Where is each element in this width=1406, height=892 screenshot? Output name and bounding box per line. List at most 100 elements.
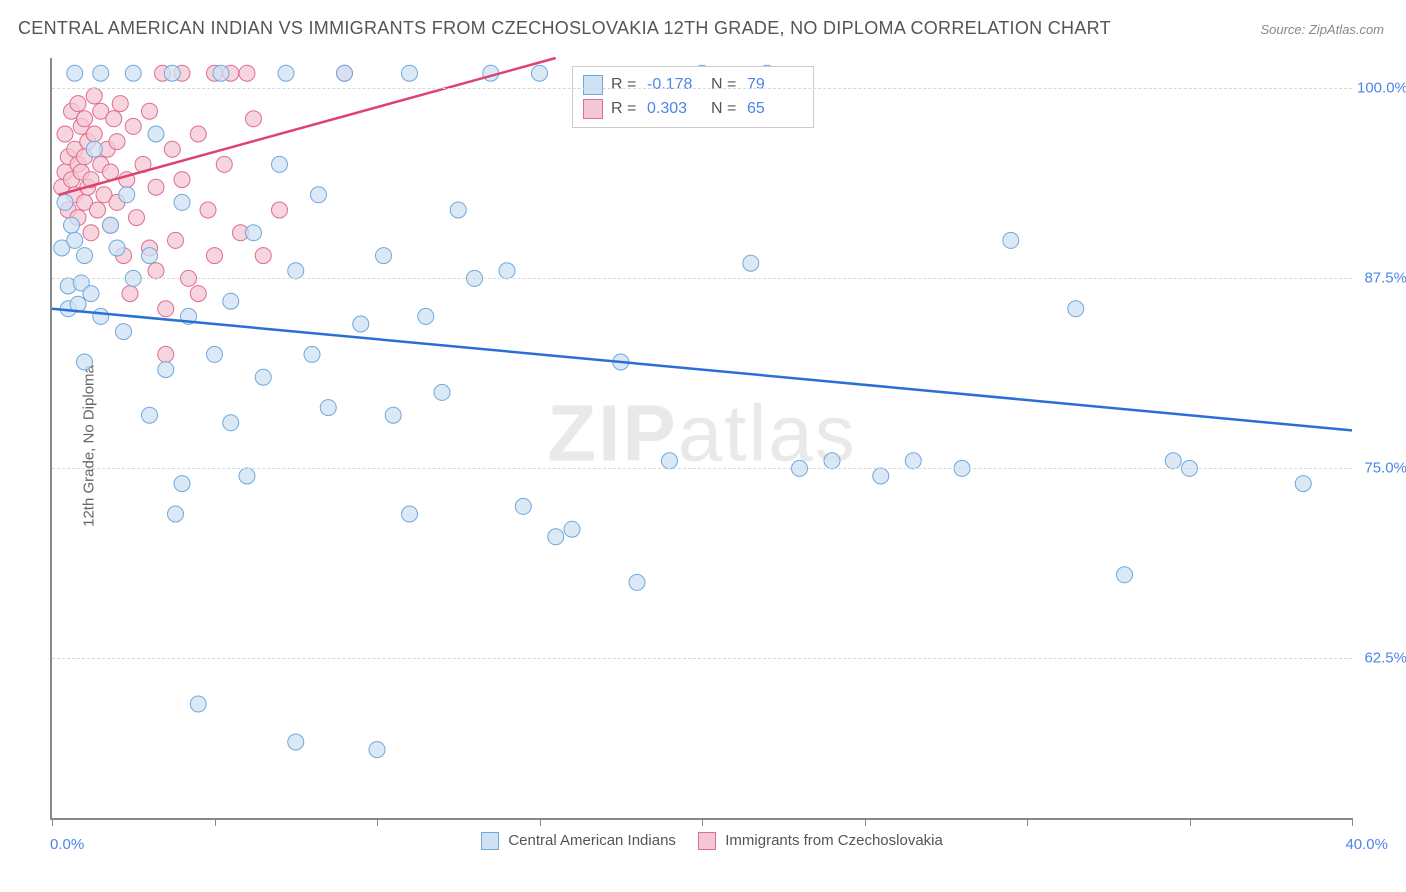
scatter-point (418, 308, 434, 324)
scatter-point (304, 346, 320, 362)
scatter-point (239, 65, 255, 81)
scatter-point (1295, 476, 1311, 492)
scatter-point (239, 468, 255, 484)
gridline (52, 88, 1352, 89)
legend-swatch-series2 (698, 832, 716, 850)
bottom-legend: Central American Indians Immigrants from… (0, 832, 1406, 850)
x-tick (540, 818, 541, 826)
scatter-point (213, 65, 229, 81)
stat-r-label: R = (611, 100, 639, 118)
scatter-point (515, 498, 531, 514)
scatter-point (77, 248, 93, 264)
scatter-point (86, 126, 102, 142)
scatter-point (125, 118, 141, 134)
scatter-point (174, 194, 190, 210)
scatter-point (311, 187, 327, 203)
scatter-point (90, 202, 106, 218)
scatter-point (288, 263, 304, 279)
scatter-point (148, 263, 164, 279)
scatter-point (223, 415, 239, 431)
x-tick (215, 818, 216, 826)
y-tick-label: 87.5% (1357, 270, 1406, 287)
scatter-point (548, 529, 564, 545)
stat-row-series2: R = 0.303 N = 65 (583, 97, 803, 121)
scatter-point (122, 286, 138, 302)
gridline (52, 278, 1352, 279)
scatter-point (255, 248, 271, 264)
scatter-point (272, 156, 288, 172)
scatter-point (402, 65, 418, 81)
scatter-point (83, 286, 99, 302)
scatter-point (272, 202, 288, 218)
gridline (52, 658, 1352, 659)
scatter-point (67, 232, 83, 248)
scatter-point (532, 65, 548, 81)
scatter-point (216, 156, 232, 172)
scatter-point (168, 232, 184, 248)
x-tick (52, 818, 53, 826)
scatter-point (200, 202, 216, 218)
scatter-point (129, 210, 145, 226)
x-tick (1352, 818, 1353, 826)
scatter-point (223, 293, 239, 309)
scatter-point (873, 468, 889, 484)
scatter-point (246, 225, 262, 241)
scatter-point (158, 346, 174, 362)
scatter-point (93, 308, 109, 324)
stat-n-value-series1: 79 (747, 76, 803, 94)
x-tick (1027, 818, 1028, 826)
stat-row-series1: R = -0.178 N = 79 (583, 73, 803, 97)
scatter-point (288, 734, 304, 750)
scatter-point (148, 126, 164, 142)
scatter-point (450, 202, 466, 218)
scatter-point (662, 453, 678, 469)
scatter-point (824, 453, 840, 469)
x-tick (702, 818, 703, 826)
scatter-point (103, 217, 119, 233)
scatter-point (148, 179, 164, 195)
scatter-point (207, 248, 223, 264)
stat-n-label: N = (711, 100, 739, 118)
scatter-point (164, 141, 180, 157)
y-tick-label: 75.0% (1357, 460, 1406, 477)
legend-label-series1: Central American Indians (508, 832, 676, 849)
stat-swatch-series2 (583, 99, 603, 119)
scatter-point (353, 316, 369, 332)
scatter-point (1003, 232, 1019, 248)
scatter-point (86, 88, 102, 104)
scatter-point (106, 111, 122, 127)
chart-svg (52, 58, 1352, 818)
stat-swatch-series1 (583, 75, 603, 95)
scatter-point (86, 141, 102, 157)
scatter-point (109, 134, 125, 150)
scatter-point (402, 506, 418, 522)
stat-r-value-series1: -0.178 (647, 76, 703, 94)
scatter-point (93, 65, 109, 81)
scatter-point (158, 301, 174, 317)
stat-legend-box: R = -0.178 N = 79 R = 0.303 N = 65 (572, 66, 814, 128)
scatter-point (434, 384, 450, 400)
scatter-point (190, 286, 206, 302)
scatter-point (77, 111, 93, 127)
x-tick (1190, 818, 1191, 826)
scatter-point (64, 217, 80, 233)
scatter-point (57, 194, 73, 210)
scatter-point (77, 354, 93, 370)
stat-n-label: N = (711, 76, 739, 94)
scatter-point (376, 248, 392, 264)
scatter-point (70, 96, 86, 112)
x-tick (865, 818, 866, 826)
stat-r-label: R = (611, 76, 639, 94)
scatter-point (142, 407, 158, 423)
scatter-point (1165, 453, 1181, 469)
scatter-point (67, 65, 83, 81)
gridline (52, 468, 1352, 469)
scatter-point (109, 240, 125, 256)
scatter-point (142, 248, 158, 264)
scatter-point (905, 453, 921, 469)
plot-area: ZIPatlas R = -0.178 N = 79 R = 0.303 N =… (50, 58, 1352, 820)
scatter-point (190, 696, 206, 712)
scatter-point (337, 65, 353, 81)
scatter-point (57, 126, 73, 142)
scatter-point (385, 407, 401, 423)
